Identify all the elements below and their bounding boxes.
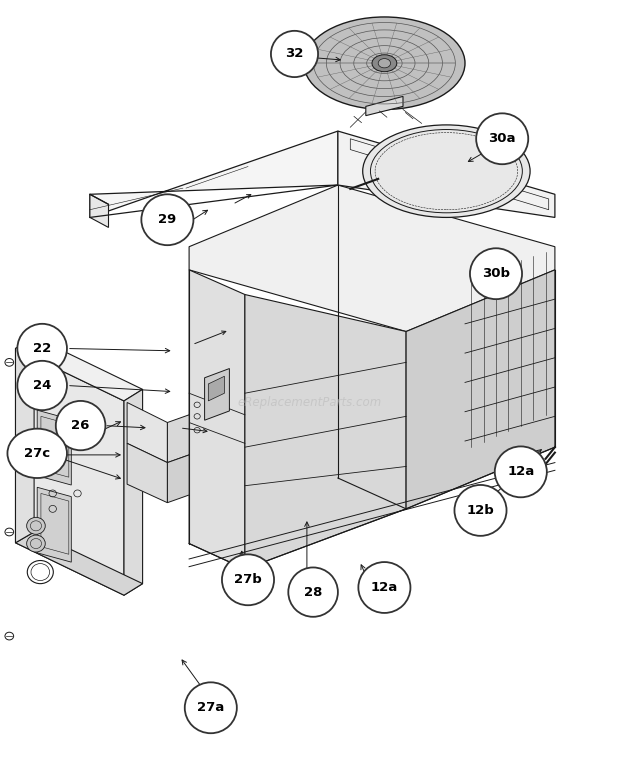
Ellipse shape: [7, 429, 67, 478]
Polygon shape: [16, 532, 143, 595]
Polygon shape: [366, 96, 403, 116]
Text: 32: 32: [285, 48, 304, 60]
Ellipse shape: [185, 682, 237, 733]
Ellipse shape: [17, 324, 67, 373]
Ellipse shape: [378, 59, 391, 68]
Ellipse shape: [288, 567, 338, 617]
Polygon shape: [16, 348, 124, 595]
Ellipse shape: [454, 485, 507, 536]
Polygon shape: [189, 185, 555, 332]
Ellipse shape: [363, 125, 530, 217]
Polygon shape: [205, 369, 229, 420]
Ellipse shape: [27, 535, 45, 552]
Polygon shape: [90, 131, 338, 217]
Ellipse shape: [141, 194, 193, 245]
Polygon shape: [16, 337, 143, 401]
Ellipse shape: [470, 248, 522, 299]
Polygon shape: [189, 270, 245, 569]
Polygon shape: [406, 270, 555, 509]
Ellipse shape: [476, 113, 528, 164]
Text: 30b: 30b: [482, 268, 510, 280]
Polygon shape: [167, 415, 189, 463]
Polygon shape: [245, 295, 406, 569]
Polygon shape: [167, 455, 189, 503]
Text: 22: 22: [33, 342, 51, 355]
Ellipse shape: [271, 31, 318, 77]
Text: 24: 24: [33, 379, 51, 392]
Text: 28: 28: [304, 586, 322, 598]
Ellipse shape: [304, 17, 465, 109]
Ellipse shape: [495, 446, 547, 497]
Polygon shape: [127, 443, 167, 503]
Text: 12a: 12a: [507, 466, 534, 478]
Polygon shape: [124, 389, 143, 595]
Text: 30a: 30a: [489, 133, 516, 145]
Ellipse shape: [27, 517, 45, 534]
Text: eReplacementParts.com: eReplacementParts.com: [238, 396, 382, 409]
Text: 29: 29: [158, 214, 177, 226]
Polygon shape: [37, 487, 71, 562]
Text: 27a: 27a: [197, 702, 224, 714]
Text: 27b: 27b: [234, 574, 262, 586]
Ellipse shape: [5, 632, 14, 640]
Ellipse shape: [5, 359, 14, 366]
Ellipse shape: [17, 361, 67, 410]
Polygon shape: [90, 194, 108, 227]
Polygon shape: [37, 410, 71, 485]
Ellipse shape: [56, 401, 105, 450]
Polygon shape: [338, 131, 555, 217]
Ellipse shape: [358, 562, 410, 613]
Ellipse shape: [372, 55, 397, 72]
Text: 27c: 27c: [24, 447, 50, 460]
Polygon shape: [208, 376, 224, 401]
Polygon shape: [127, 402, 167, 463]
Text: 12a: 12a: [371, 581, 398, 594]
Text: 26: 26: [71, 419, 90, 432]
Text: 12b: 12b: [467, 504, 494, 517]
Ellipse shape: [222, 554, 274, 605]
Polygon shape: [16, 337, 34, 543]
Ellipse shape: [5, 528, 14, 536]
